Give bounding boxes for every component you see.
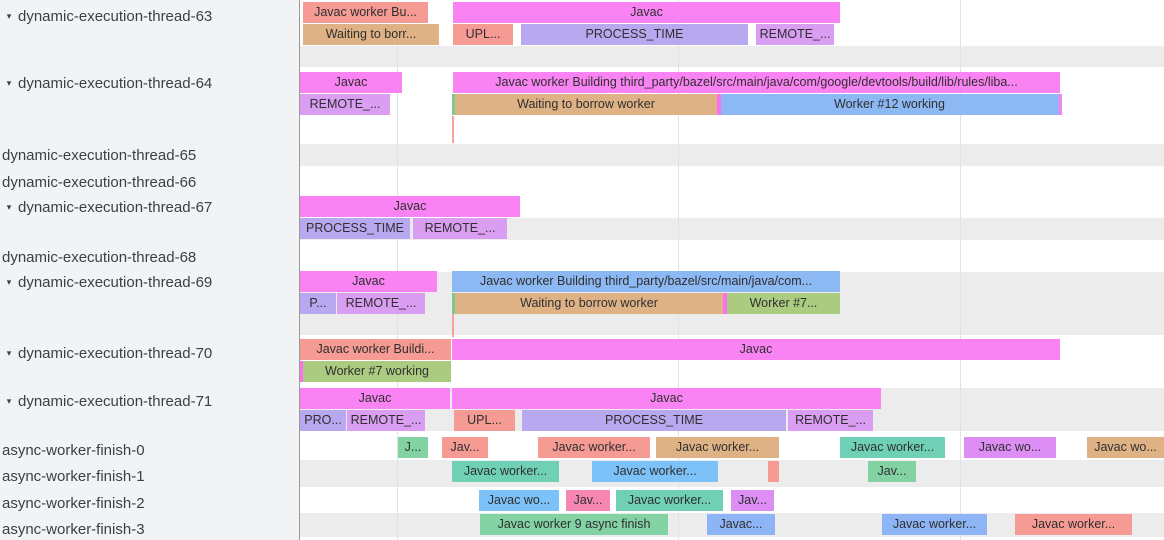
- trace-bar[interactable]: PROCESS_TIME: [300, 218, 410, 239]
- trace-bar[interactable]: UPL...: [454, 410, 515, 431]
- sidebar-row-dynamic-execution-thread-63[interactable]: ▾ dynamic-execution-thread-63: [0, 6, 299, 26]
- trace-bar[interactable]: Worker #12 working: [721, 94, 1058, 115]
- trace-bar[interactable]: Javac wo...: [964, 437, 1056, 458]
- sidebar-row-dynamic-execution-thread-68[interactable]: dynamic-execution-thread-68: [0, 247, 301, 267]
- trace-bar[interactable]: REMOTE_...: [347, 410, 425, 431]
- thread-label: dynamic-execution-thread-68: [2, 248, 197, 266]
- instant-event-tick[interactable]: [452, 116, 454, 143]
- trace-bar[interactable]: Waiting to borrow worker: [455, 293, 723, 314]
- trace-bar[interactable]: [452, 293, 456, 314]
- trace-bar[interactable]: REMOTE_...: [788, 410, 873, 431]
- trace-bar[interactable]: REMOTE_...: [300, 94, 390, 115]
- trace-bar[interactable]: Jav...: [442, 437, 488, 458]
- timeline-gridline: [678, 0, 679, 540]
- trace-bar[interactable]: Javac worker 9 async finish: [480, 514, 668, 535]
- trace-bar[interactable]: [768, 461, 779, 482]
- collapse-arrow-icon[interactable]: ▾: [6, 10, 12, 21]
- timeline-alternate-band: [300, 144, 1164, 166]
- trace-bar[interactable]: Javac worker Building third_party/bazel/…: [452, 271, 840, 292]
- timeline-alternate-band: [300, 46, 1164, 67]
- trace-bar[interactable]: Javac: [452, 339, 1060, 360]
- trace-bar[interactable]: Worker #7...: [727, 293, 840, 314]
- thread-label: dynamic-execution-thread-65: [2, 146, 197, 164]
- trace-bar[interactable]: Worker #7 working: [303, 361, 451, 382]
- thread-label: async-worker-finish-0: [2, 441, 145, 459]
- trace-bar[interactable]: REMOTE_...: [337, 293, 425, 314]
- trace-bar[interactable]: Javac...: [707, 514, 775, 535]
- trace-bar[interactable]: Javac: [300, 196, 520, 217]
- trace-bar[interactable]: REMOTE_...: [756, 24, 834, 45]
- trace-bar[interactable]: Javac worker...: [840, 437, 945, 458]
- timeline-gridline: [397, 0, 398, 540]
- sidebar-row-dynamic-execution-thread-71[interactable]: ▾ dynamic-execution-thread-71: [0, 391, 299, 411]
- trace-bar[interactable]: [452, 94, 456, 115]
- sidebar-row-async-worker-finish-0[interactable]: async-worker-finish-0: [0, 440, 301, 460]
- trace-bar[interactable]: Javac: [453, 2, 840, 23]
- trace-bar[interactable]: PRO...: [300, 410, 346, 431]
- collapse-arrow-icon[interactable]: ▾: [6, 77, 12, 88]
- trace-bar[interactable]: Javac wo...: [1087, 437, 1164, 458]
- thread-label: dynamic-execution-thread-63: [18, 7, 213, 25]
- sidebar-row-async-worker-finish-1[interactable]: async-worker-finish-1: [0, 466, 301, 486]
- instant-event-tick[interactable]: [452, 314, 454, 337]
- thread-label: dynamic-execution-thread-70: [18, 344, 213, 362]
- trace-bar[interactable]: Jav...: [566, 490, 610, 511]
- trace-bar[interactable]: UPL...: [453, 24, 513, 45]
- trace-bar[interactable]: Javac worker Bu...: [303, 2, 428, 23]
- timeline-alternate-band: [300, 218, 1164, 240]
- trace-bar[interactable]: Javac worker Building third_party/bazel/…: [453, 72, 1060, 93]
- trace-bar[interactable]: Jav...: [731, 490, 774, 511]
- trace-bar[interactable]: Javac worker...: [1015, 514, 1132, 535]
- sidebar-row-async-worker-finish-3[interactable]: async-worker-finish-3: [0, 519, 301, 539]
- sidebar-row-dynamic-execution-thread-64[interactable]: ▾ dynamic-execution-thread-64: [0, 73, 299, 93]
- thread-label: async-worker-finish-1: [2, 467, 145, 485]
- timeline-gridline: [960, 0, 961, 540]
- trace-bar[interactable]: P...: [300, 293, 336, 314]
- trace-bar[interactable]: Javac: [300, 271, 437, 292]
- trace-bar[interactable]: [723, 293, 727, 314]
- collapse-arrow-icon[interactable]: ▾: [6, 276, 12, 287]
- thread-label: dynamic-execution-thread-66: [2, 173, 197, 191]
- trace-bar[interactable]: Javac: [300, 388, 450, 409]
- trace-bar[interactable]: Waiting to borr...: [303, 24, 439, 45]
- thread-label: dynamic-execution-thread-71: [18, 392, 213, 410]
- collapse-arrow-icon[interactable]: ▾: [6, 347, 12, 358]
- trace-bar[interactable]: REMOTE_...: [413, 218, 507, 239]
- trace-bar[interactable]: Javac worker...: [882, 514, 987, 535]
- thread-label: async-worker-finish-3: [2, 520, 145, 538]
- sidebar-row-dynamic-execution-thread-66[interactable]: dynamic-execution-thread-66: [0, 172, 301, 192]
- thread-list-sidebar: ▾ dynamic-execution-thread-63 ▾ dynamic-exe…: [0, 0, 300, 540]
- collapse-arrow-icon[interactable]: ▾: [6, 201, 12, 212]
- collapse-arrow-icon[interactable]: ▾: [6, 395, 12, 406]
- trace-bar[interactable]: PROCESS_TIME: [522, 410, 786, 431]
- sidebar-row-dynamic-execution-thread-67[interactable]: ▾ dynamic-execution-thread-67: [0, 197, 299, 217]
- trace-bar[interactable]: Jav...: [868, 461, 916, 482]
- trace-bar[interactable]: Javac worker...: [538, 437, 650, 458]
- sidebar-row-dynamic-execution-thread-69[interactable]: ▾ dynamic-execution-thread-69: [0, 272, 299, 292]
- sidebar-row-dynamic-execution-thread-70[interactable]: ▾ dynamic-execution-thread-70: [0, 343, 299, 363]
- trace-bar[interactable]: Javac worker Buildi...: [300, 339, 451, 360]
- trace-bar[interactable]: Waiting to borrow worker: [455, 94, 717, 115]
- trace-bar[interactable]: [300, 361, 304, 382]
- thread-label: dynamic-execution-thread-64: [18, 74, 213, 92]
- timeline-alternate-band: [300, 460, 1164, 487]
- thread-label: dynamic-execution-thread-67: [18, 198, 213, 216]
- trace-bar[interactable]: [717, 94, 721, 115]
- trace-bar[interactable]: Javac worker...: [656, 437, 779, 458]
- trace-bar[interactable]: [1058, 94, 1062, 115]
- thread-label: dynamic-execution-thread-69: [18, 273, 213, 291]
- trace-bar[interactable]: Javac wo...: [479, 490, 559, 511]
- sidebar-row-dynamic-execution-thread-65[interactable]: dynamic-execution-thread-65: [0, 145, 301, 165]
- sidebar-row-async-worker-finish-2[interactable]: async-worker-finish-2: [0, 493, 301, 513]
- trace-bar[interactable]: J...: [398, 437, 428, 458]
- trace-bar[interactable]: Javac worker...: [592, 461, 718, 482]
- thread-label: async-worker-finish-2: [2, 494, 145, 512]
- trace-bar[interactable]: Javac worker...: [452, 461, 559, 482]
- trace-bar[interactable]: PROCESS_TIME: [521, 24, 748, 45]
- trace-bar[interactable]: Javac: [300, 72, 402, 93]
- trace-bar[interactable]: Javac worker...: [616, 490, 723, 511]
- trace-bar[interactable]: Javac: [452, 388, 881, 409]
